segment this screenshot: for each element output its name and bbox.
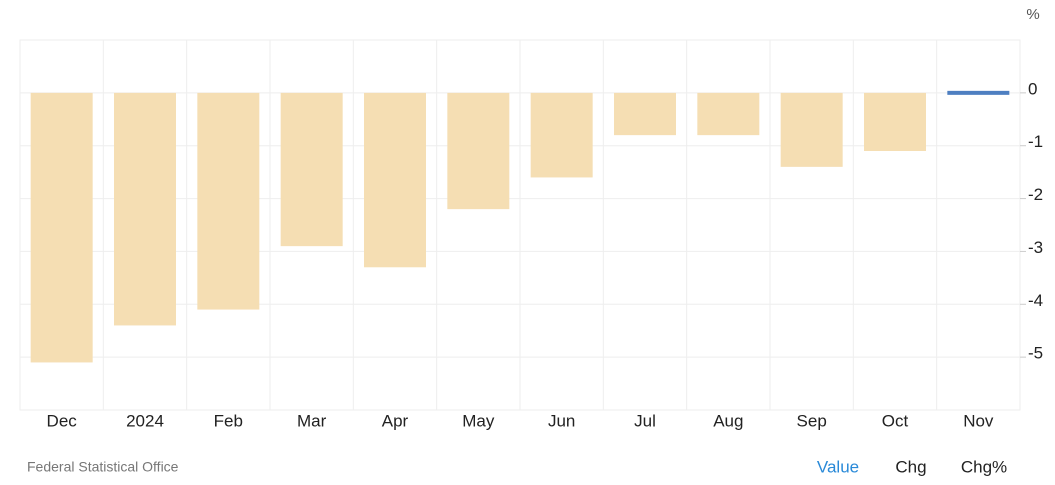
bar [697,92,760,136]
x-tick-label: May [462,411,495,430]
x-tick-label: Mar [297,411,327,430]
x-tick-label: Jul [634,411,656,430]
x-tick-label: Nov [963,411,994,430]
bar [947,90,1010,95]
x-tick-label: Sep [797,411,827,430]
x-tick-label: Feb [214,411,243,430]
y-tick-label: -4 [1028,291,1043,310]
y-tick-label: 0 [1028,79,1037,98]
bar [364,92,426,268]
y-tick-label: -2 [1028,185,1043,204]
bar [114,92,176,326]
x-tick-label: Aug [713,411,743,430]
tab-button[interactable]: Value [817,457,859,476]
x-tick-label: 2024 [126,411,164,430]
bar [780,92,843,167]
bar [30,92,93,363]
x-tick-label: Oct [882,411,909,430]
tab-button[interactable]: Chg% [961,457,1007,476]
x-tick-label: Dec [47,411,78,430]
bar [614,92,676,136]
bar [280,92,343,247]
tab-button[interactable]: Chg [895,457,926,476]
y-tick-label: -5 [1028,344,1043,363]
bar [447,92,510,210]
y-tick-label: -1 [1028,132,1043,151]
source: Federal Statistical Office [27,459,179,475]
y-tick-label: -3 [1028,238,1043,257]
bar [197,92,260,310]
bar [530,92,593,178]
y-unit: % [1026,6,1039,23]
bar [864,92,926,151]
x-tick-label: Apr [382,411,409,430]
x-tick-label: Jun [548,411,575,430]
